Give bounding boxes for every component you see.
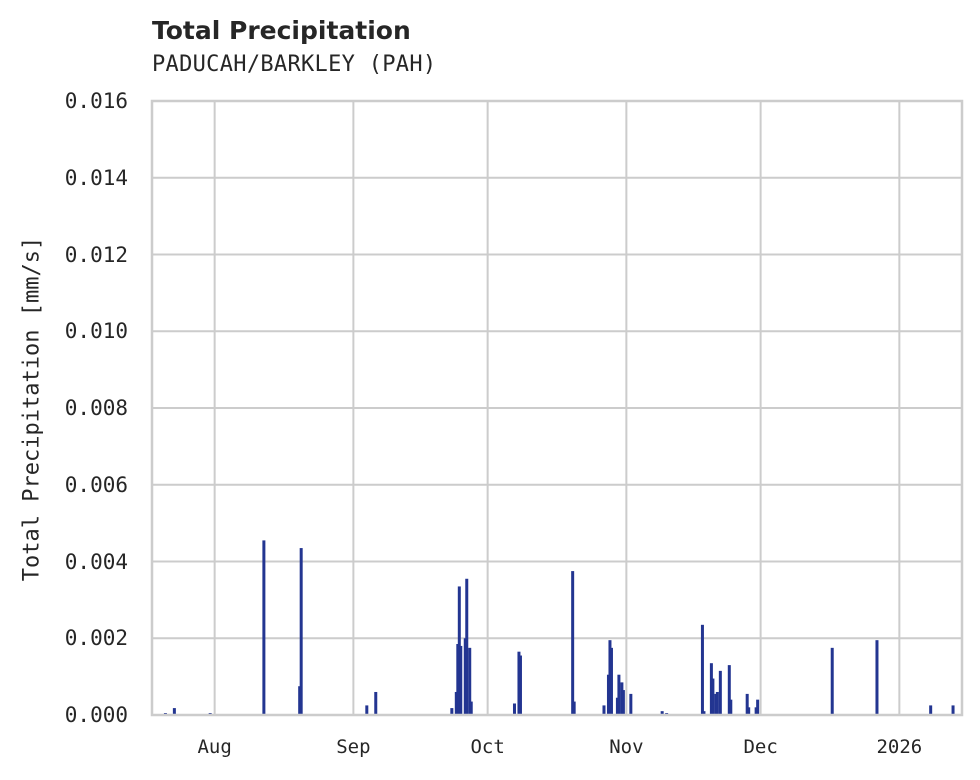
gridlines [152,100,962,716]
y-tick-label: 0.002 [64,626,128,651]
precip-bar [374,691,378,715]
precip-bar [450,708,454,715]
precip-bar [459,645,463,715]
precip-bar [660,711,664,715]
precip-bar [718,670,722,715]
precip-bar [702,711,706,715]
y-tick-label: 0.004 [64,549,128,574]
y-tick-label: 0.010 [64,319,128,344]
precip-bar [747,707,751,715]
y-tick-label: 0.014 [64,165,128,190]
precip-bar [756,699,760,715]
y-tick-label: 0.008 [64,396,128,420]
x-tick-label: Nov [609,736,644,758]
y-tick-label: 0.006 [64,472,128,497]
x-tick-label: 2026 [876,736,923,758]
precip-bar [875,640,879,715]
chart-subtitle: PADUCAH/BARKLEY (PAH) [152,52,437,77]
precip-bar [727,665,731,715]
precip-bar [745,693,749,715]
precip-bar [700,624,704,715]
precip-bar [468,647,472,715]
precip-bar [465,578,469,715]
precip-bar [602,705,606,715]
y-tick-label: 0.000 [64,703,128,727]
x-tick-label: Aug [197,736,232,758]
precip-bar [629,693,633,715]
precip-bar [365,705,369,715]
y-tick-label: 0.016 [64,89,128,113]
precip-bar [929,705,933,715]
precip-bar [512,703,516,715]
x-tick-label: Oct [470,736,505,758]
precip-bar [830,647,834,715]
precip-bar [518,655,522,715]
precip-bar [711,678,715,715]
precip-bar [621,690,625,715]
x-tick-label: Dec [743,736,778,758]
plot-frame [150,99,964,717]
precip-bar [609,647,613,715]
precip-bar [469,701,473,715]
precip-bar [951,705,955,715]
chart-title: Total Precipitation [152,16,411,45]
x-tick-label: Sep [336,736,371,758]
precip-bar [729,699,733,715]
precip-bar [617,674,621,715]
precip-bar [262,540,266,715]
precip-bar [299,548,303,715]
y-tick-label: 0.012 [64,242,128,267]
precip-bar [172,708,176,715]
precipitation-bars [163,540,955,715]
precip-bar [572,701,576,715]
precip-bar [715,691,719,715]
precip-bar [571,571,575,715]
